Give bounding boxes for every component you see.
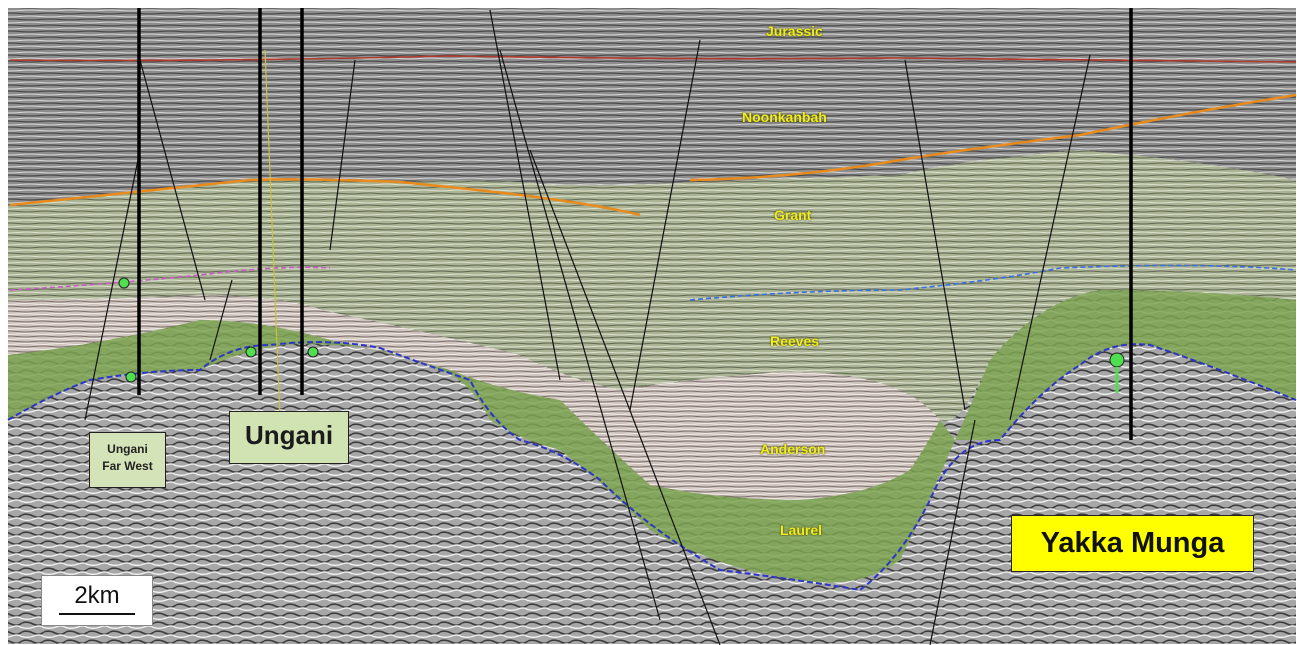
field-label-ungani-far-west-line1: Ungani <box>107 442 148 456</box>
label-noonkanbah: Noonkanbah <box>742 109 827 125</box>
field-label-ungani: Ungani <box>244 420 334 450</box>
well-bores <box>137 8 1133 440</box>
basement-horizon <box>7 341 1297 592</box>
field-box-ungani-far-west: Ungani Far West <box>89 432 166 488</box>
label-grant: Grant <box>774 207 812 223</box>
label-laurel: Laurel <box>780 522 823 538</box>
scale-bar: 2km <box>41 575 153 626</box>
field-label-yakka-munga: Yakka Munga <box>1040 527 1225 559</box>
label-reeves: Reeves <box>770 333 820 349</box>
laurel-interval-right <box>955 290 1296 440</box>
deviated-well <box>264 49 281 421</box>
horizon-orange-2 <box>689 93 1297 182</box>
horizon-pink <box>9 266 331 291</box>
scale-bar-line <box>59 613 135 615</box>
upper-sequence <box>8 8 1296 205</box>
label-jurassic: Jurassic <box>766 23 823 39</box>
scale-bar-label: 2km <box>74 582 120 609</box>
fault-lines <box>84 9 1091 645</box>
anderson-interval <box>8 295 940 500</box>
grant-sequence <box>8 150 1296 422</box>
field-box-yakka-munga: Yakka Munga <box>1011 515 1254 572</box>
well-markers <box>118 277 1125 383</box>
label-anderson: Anderson <box>760 441 826 457</box>
laurel-interval-left <box>8 320 955 583</box>
field-box-ungani: Ungani <box>229 411 349 464</box>
horizon-blue <box>689 264 1297 301</box>
horizon-orange-1 <box>9 178 641 217</box>
field-label-ungani-far-west-line2: Far West <box>102 458 153 473</box>
